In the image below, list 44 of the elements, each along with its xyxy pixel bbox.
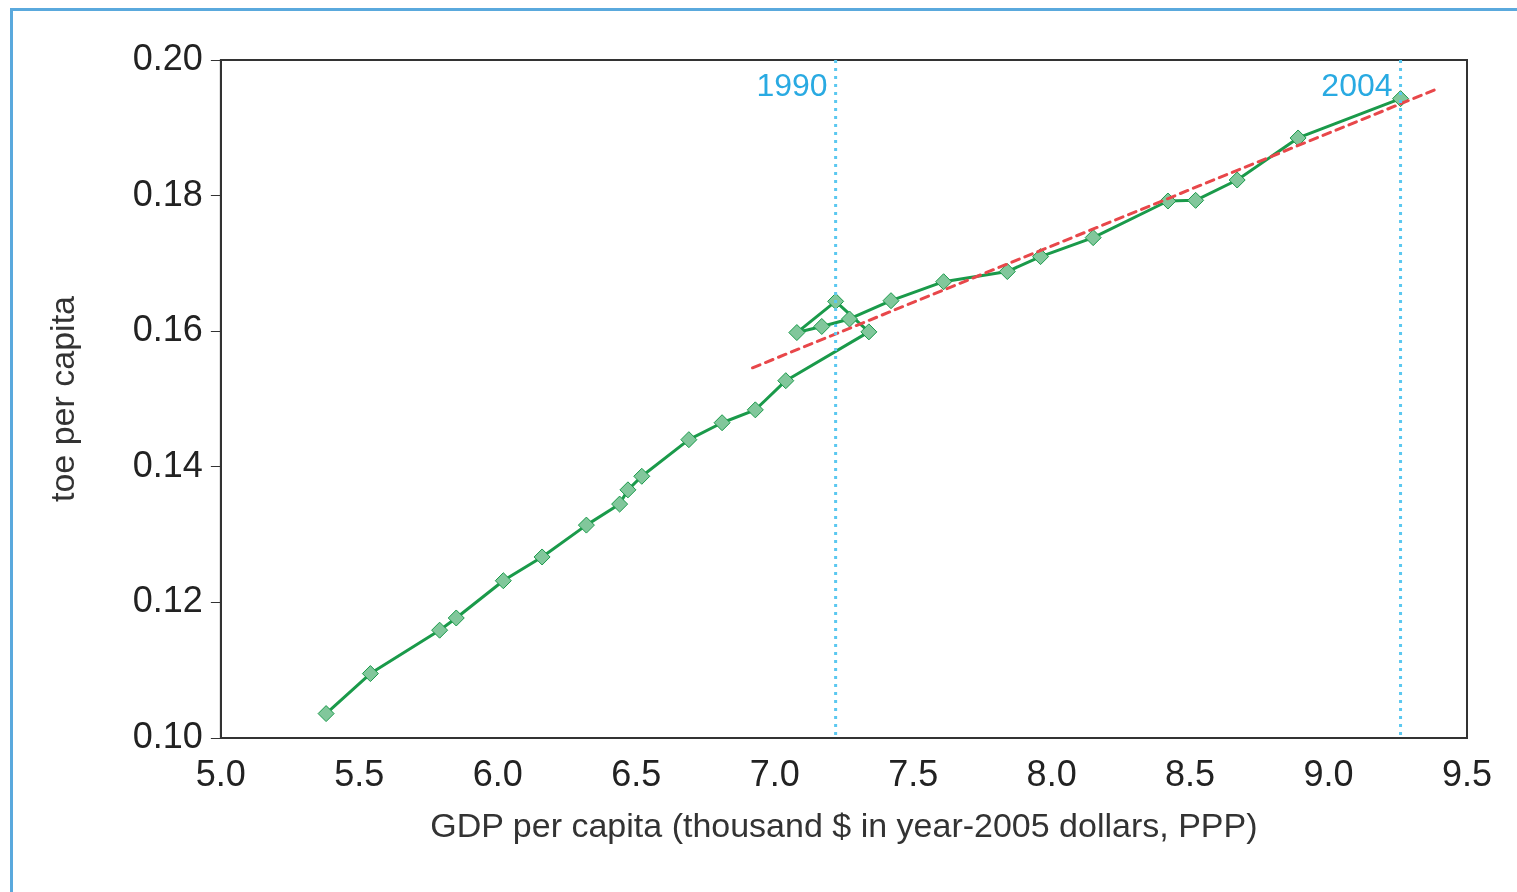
point	[1228, 171, 1246, 189]
point	[361, 665, 379, 683]
point	[1032, 248, 1050, 266]
annotation: 2004	[1321, 66, 1393, 103]
x-tick-label: 7.0	[749, 752, 800, 794]
point	[1289, 129, 1307, 147]
annotation: 1990	[756, 66, 828, 103]
point	[1187, 191, 1205, 209]
point	[882, 292, 900, 310]
point	[317, 705, 335, 723]
point	[577, 516, 595, 534]
x-tick-label: 8.5	[1165, 752, 1216, 794]
x-tick-label: 9.0	[1303, 752, 1354, 794]
x-tick-label: 5.5	[334, 752, 385, 794]
point	[813, 317, 831, 335]
point	[431, 621, 449, 639]
y-tick-label: 0.14	[132, 443, 203, 485]
point	[998, 263, 1016, 281]
point	[1084, 229, 1102, 247]
x-tick-label: 6.0	[472, 752, 523, 794]
y-tick-label: 0.16	[132, 308, 203, 350]
point	[494, 572, 512, 590]
point	[777, 372, 795, 390]
point	[447, 609, 465, 627]
point	[680, 431, 698, 449]
x-tick-label: 9.5	[1441, 752, 1493, 794]
y-tick-label: 0.18	[132, 172, 203, 214]
y-tick-label: 0.12	[132, 579, 203, 621]
point	[746, 401, 764, 419]
point	[533, 548, 551, 566]
point	[935, 273, 953, 291]
x-tick-label: 8.0	[1026, 752, 1077, 794]
point	[840, 310, 858, 328]
point	[633, 467, 651, 485]
point	[788, 324, 806, 342]
x-axis-title: GDP per capita (thousand $ in year-2005 dollars, PPP)	[430, 805, 1258, 844]
point	[713, 414, 731, 432]
x-tick-label: 6.5	[611, 752, 662, 794]
point	[619, 481, 637, 499]
point	[860, 323, 878, 341]
x-tick-label: 7.5	[888, 752, 939, 794]
point	[611, 495, 629, 513]
y-tick-label: 0.20	[132, 36, 203, 78]
y-axis-title: toe per capita	[42, 295, 81, 503]
